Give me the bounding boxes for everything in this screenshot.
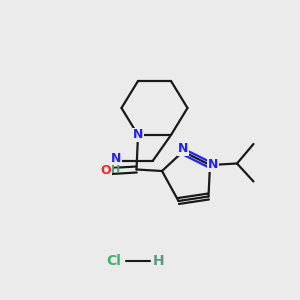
- Text: N: N: [111, 152, 121, 165]
- Text: N: N: [133, 128, 143, 142]
- Text: N: N: [178, 142, 188, 155]
- Text: H: H: [153, 254, 165, 268]
- Text: Cl: Cl: [106, 254, 122, 268]
- Text: N: N: [208, 158, 218, 172]
- Text: H: H: [112, 165, 121, 175]
- Text: O: O: [100, 164, 111, 178]
